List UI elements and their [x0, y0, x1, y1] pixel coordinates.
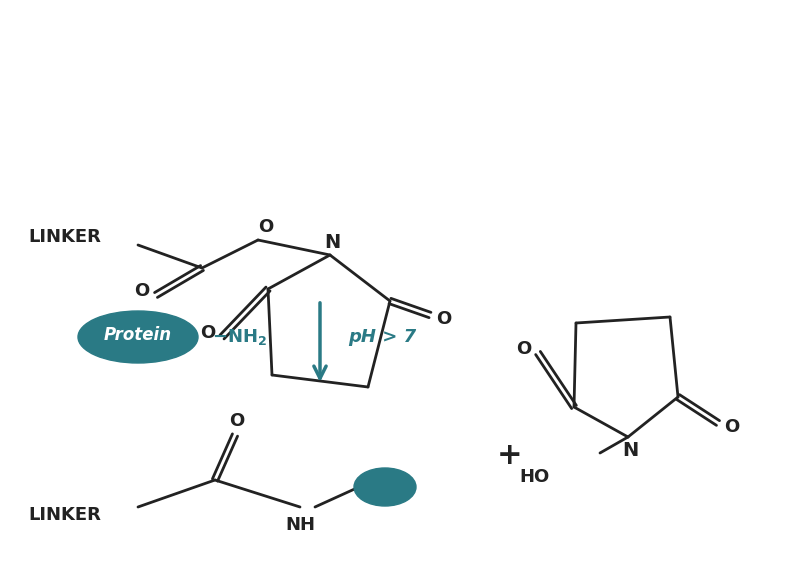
Text: LINKER: LINKER — [28, 228, 102, 246]
Text: O: O — [258, 218, 273, 236]
Text: O: O — [200, 324, 216, 342]
Text: O: O — [135, 282, 150, 300]
Text: +: + — [497, 441, 522, 470]
Text: N: N — [622, 442, 638, 460]
Text: pH > 7: pH > 7 — [348, 328, 416, 346]
Ellipse shape — [78, 311, 198, 363]
Ellipse shape — [354, 468, 416, 506]
Text: O: O — [724, 418, 740, 436]
Text: Protein: Protein — [104, 326, 172, 344]
Text: LINKER: LINKER — [28, 506, 102, 524]
Text: $\mathbf{-NH_2}$: $\mathbf{-NH_2}$ — [212, 327, 267, 347]
Text: HO: HO — [520, 468, 550, 486]
Text: O: O — [437, 310, 452, 328]
Text: N: N — [324, 233, 340, 253]
Text: NH: NH — [285, 516, 315, 534]
Text: O: O — [516, 340, 532, 358]
Text: O: O — [229, 412, 244, 430]
